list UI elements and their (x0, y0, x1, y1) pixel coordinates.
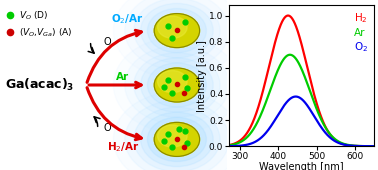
Circle shape (125, 0, 229, 70)
Circle shape (134, 107, 220, 170)
Circle shape (141, 3, 213, 58)
Circle shape (158, 16, 187, 38)
O$_2$ (242, 144, 246, 146)
Text: H$_2$/Ar: H$_2$/Ar (107, 140, 139, 154)
H$_2$ (329, 135, 334, 137)
FancyArrowPatch shape (89, 82, 141, 88)
O$_2$ (293, 96, 298, 98)
Legend: H$_2$, Ar, O$_2$: H$_2$, Ar, O$_2$ (342, 10, 369, 55)
O$_2$ (287, 99, 291, 101)
H$_2$ (226, 144, 231, 146)
X-axis label: Wavelength [nm]: Wavelength [nm] (259, 162, 344, 170)
Ar (376, 145, 378, 147)
Circle shape (141, 58, 213, 112)
Text: O: O (103, 37, 111, 47)
Ar (287, 54, 291, 56)
Text: $\mathbf{Ga(acac)_3}$: $\mathbf{Ga(acac)_3}$ (5, 77, 74, 93)
Text: ($V_O$,$V_{Ga}$) (A): ($V_O$,$V_{Ga}$) (A) (19, 26, 73, 39)
H$_2$ (376, 145, 378, 147)
O$_2$ (346, 144, 350, 146)
H$_2$ (287, 15, 291, 17)
O$_2$ (226, 145, 231, 147)
O$_2$ (292, 96, 297, 98)
O$_2$ (376, 145, 378, 147)
Circle shape (113, 37, 240, 133)
Circle shape (154, 14, 200, 48)
Ar (329, 135, 334, 137)
Circle shape (147, 8, 206, 53)
Circle shape (141, 112, 213, 167)
Circle shape (125, 100, 229, 170)
Circle shape (134, 53, 220, 117)
H$_2$ (346, 144, 350, 146)
Ar (242, 139, 246, 141)
Ar (288, 54, 292, 56)
Circle shape (147, 117, 206, 162)
Circle shape (154, 68, 200, 102)
Line: O$_2$: O$_2$ (229, 97, 378, 146)
Y-axis label: Intensity [a.u.]: Intensity [a.u.] (197, 40, 208, 112)
FancyArrowPatch shape (87, 88, 141, 140)
Circle shape (147, 63, 206, 107)
H$_2$ (242, 136, 246, 138)
Circle shape (113, 92, 240, 170)
Ar (226, 144, 231, 146)
Line: Ar: Ar (229, 55, 378, 146)
Text: $V_O$ (D): $V_O$ (D) (19, 9, 49, 22)
Ar (343, 143, 348, 145)
Text: O: O (103, 123, 111, 133)
O$_2$ (343, 144, 348, 146)
Ar (346, 144, 350, 146)
Circle shape (125, 46, 229, 124)
Circle shape (158, 125, 187, 147)
Circle shape (134, 0, 220, 63)
H$_2$ (292, 22, 297, 24)
Line: H$_2$: H$_2$ (229, 15, 378, 146)
Text: Ar: Ar (116, 72, 129, 81)
O$_2$ (329, 138, 334, 140)
H$_2$ (286, 14, 290, 16)
Ar (292, 56, 297, 58)
Circle shape (154, 122, 200, 156)
Circle shape (158, 71, 187, 93)
H$_2$ (343, 144, 348, 146)
Text: O$_2$/Ar: O$_2$/Ar (111, 13, 144, 27)
FancyArrowPatch shape (87, 30, 141, 82)
